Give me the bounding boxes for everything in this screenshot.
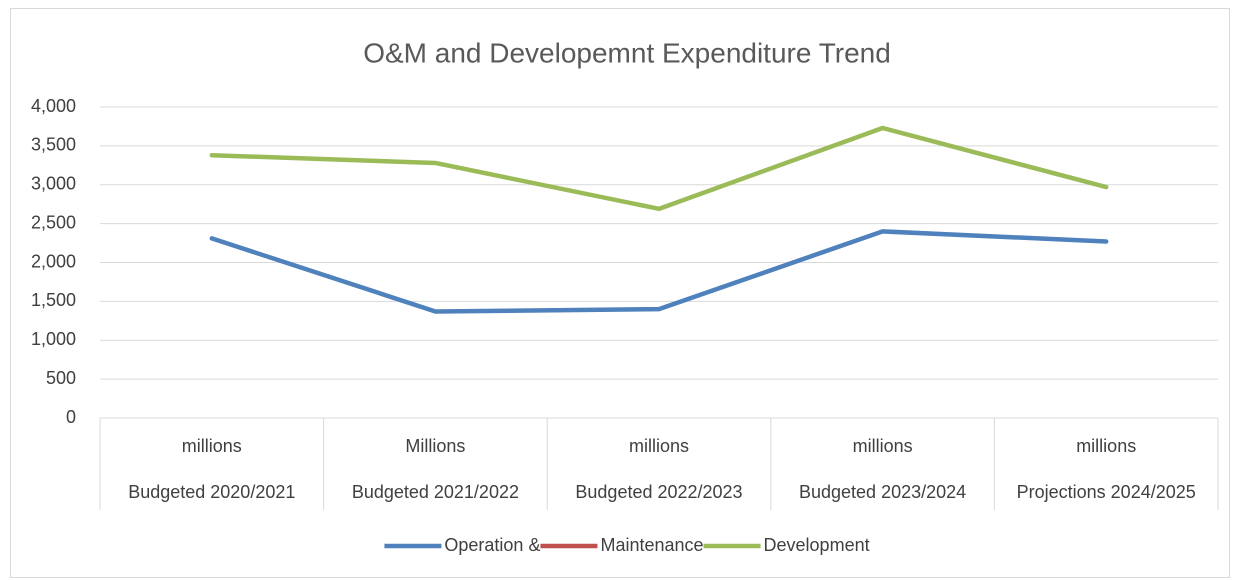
y-tick-label: 1,500 <box>31 290 76 310</box>
x-tick-label: Projections 2024/2025 <box>1017 482 1196 502</box>
chart-border <box>10 8 1230 578</box>
legend-label: Maintenance <box>600 535 703 555</box>
x-tick-label: Budgeted 2020/2021 <box>128 482 295 502</box>
y-tick-label: 500 <box>46 368 76 388</box>
y-tick-label: 3,000 <box>31 174 76 194</box>
series-line <box>209 229 1109 314</box>
y-tick-label: 0 <box>66 407 76 427</box>
chart-title: O&M and Developemnt Expenditure Trend <box>363 37 891 68</box>
legend-label: Development <box>764 535 870 555</box>
y-tick-label: 2,000 <box>31 251 76 271</box>
x-sub-label: Millions <box>405 436 465 456</box>
x-sub-label: millions <box>1076 436 1136 456</box>
x-sub-label: millions <box>182 436 242 456</box>
series-line <box>209 125 1109 212</box>
x-sub-label: millions <box>853 436 913 456</box>
x-tick-label: Budgeted 2023/2024 <box>799 482 966 502</box>
y-tick-label: 4,000 <box>31 96 76 116</box>
legend-label: Operation & <box>444 535 540 555</box>
y-tick-label: 3,500 <box>31 135 76 155</box>
y-tick-label: 1,000 <box>31 329 76 349</box>
x-tick-label: Budgeted 2021/2022 <box>352 482 519 502</box>
x-sub-label: millions <box>629 436 689 456</box>
y-tick-label: 2,500 <box>31 212 76 232</box>
x-tick-label: Budgeted 2022/2023 <box>575 482 742 502</box>
